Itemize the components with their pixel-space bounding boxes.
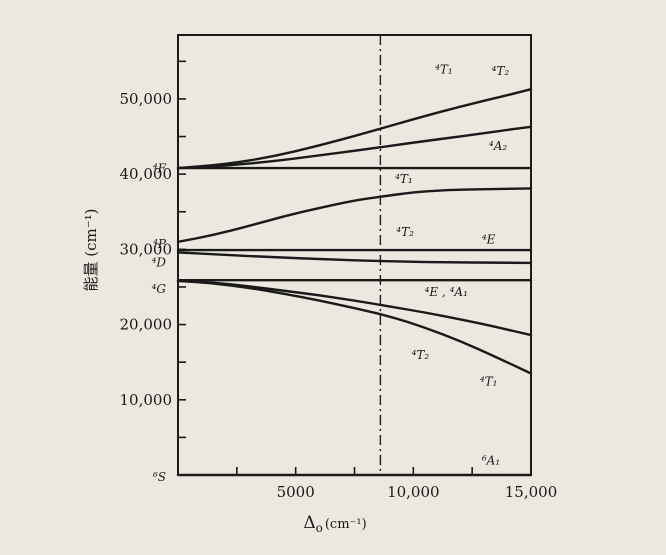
series-curve-3	[176, 187, 533, 243]
free-ion-label: ⁴P	[153, 237, 167, 251]
tick-layer: 10,000 20,000 30,000 40,000 50,000 5000 10,000…	[120, 35, 558, 501]
x-axis-title: Δo (cm⁻¹)	[303, 513, 366, 535]
plot-area: 10,000 20,000 30,000 40,000 50,000 5000 10,000…	[120, 34, 558, 501]
series-curve-5	[176, 251, 533, 265]
curve-label: ⁴T₁	[395, 172, 413, 186]
y-tick-label: 30,000	[120, 240, 173, 258]
x-tick-label: 15,000	[505, 483, 558, 501]
y-tick-label: 20,000	[120, 316, 173, 334]
curve-label: ⁴T₂	[492, 64, 510, 78]
series-layer	[176, 88, 533, 477]
x-axis-subscript: o	[316, 521, 323, 535]
label-layer: ⁴F ⁴P ⁴D ⁴G ⁶S ⁴T₁ ⁴T₂ ⁴A₂ ⁴T₁ ⁴T₂ ⁴E ⁴E , ⁴A₁ ⁴T₂ ⁴T…	[152, 62, 510, 484]
curve-label: ⁴T₁	[480, 374, 498, 388]
x-axis-symbol: Δ	[303, 513, 315, 533]
curve-label: ⁴E	[482, 232, 496, 246]
y-axis-title: 能量 (cm⁻¹)	[82, 208, 100, 291]
y-tick-label: 40,000	[120, 165, 173, 183]
x-tick-label: 5000	[277, 483, 315, 501]
curve-label: ⁴T₂	[412, 348, 430, 362]
series-curve-8	[176, 279, 533, 375]
y-tick-label: 10,000	[120, 391, 173, 409]
free-ion-label: ⁴F	[153, 162, 167, 176]
curve-label: ⁴A₂	[489, 139, 507, 153]
series-curve-1	[176, 125, 533, 170]
free-ion-label: ⁴D	[152, 256, 167, 270]
x-tick-label: 10,000	[387, 483, 440, 501]
series-curve-0	[176, 88, 533, 170]
x-axis-unit: (cm⁻¹)	[325, 517, 367, 532]
curve-label: ⁴T₁	[435, 62, 453, 76]
curve-label: ⁴E , ⁴A₁	[425, 285, 468, 299]
free-ion-label: ⁶S	[152, 470, 166, 484]
y-tick-label: 50,000	[120, 90, 173, 108]
curve-label: ⁶A₁	[481, 453, 500, 467]
free-ion-label: ⁴G	[152, 282, 167, 296]
curve-label: ⁴T₂	[396, 225, 414, 239]
